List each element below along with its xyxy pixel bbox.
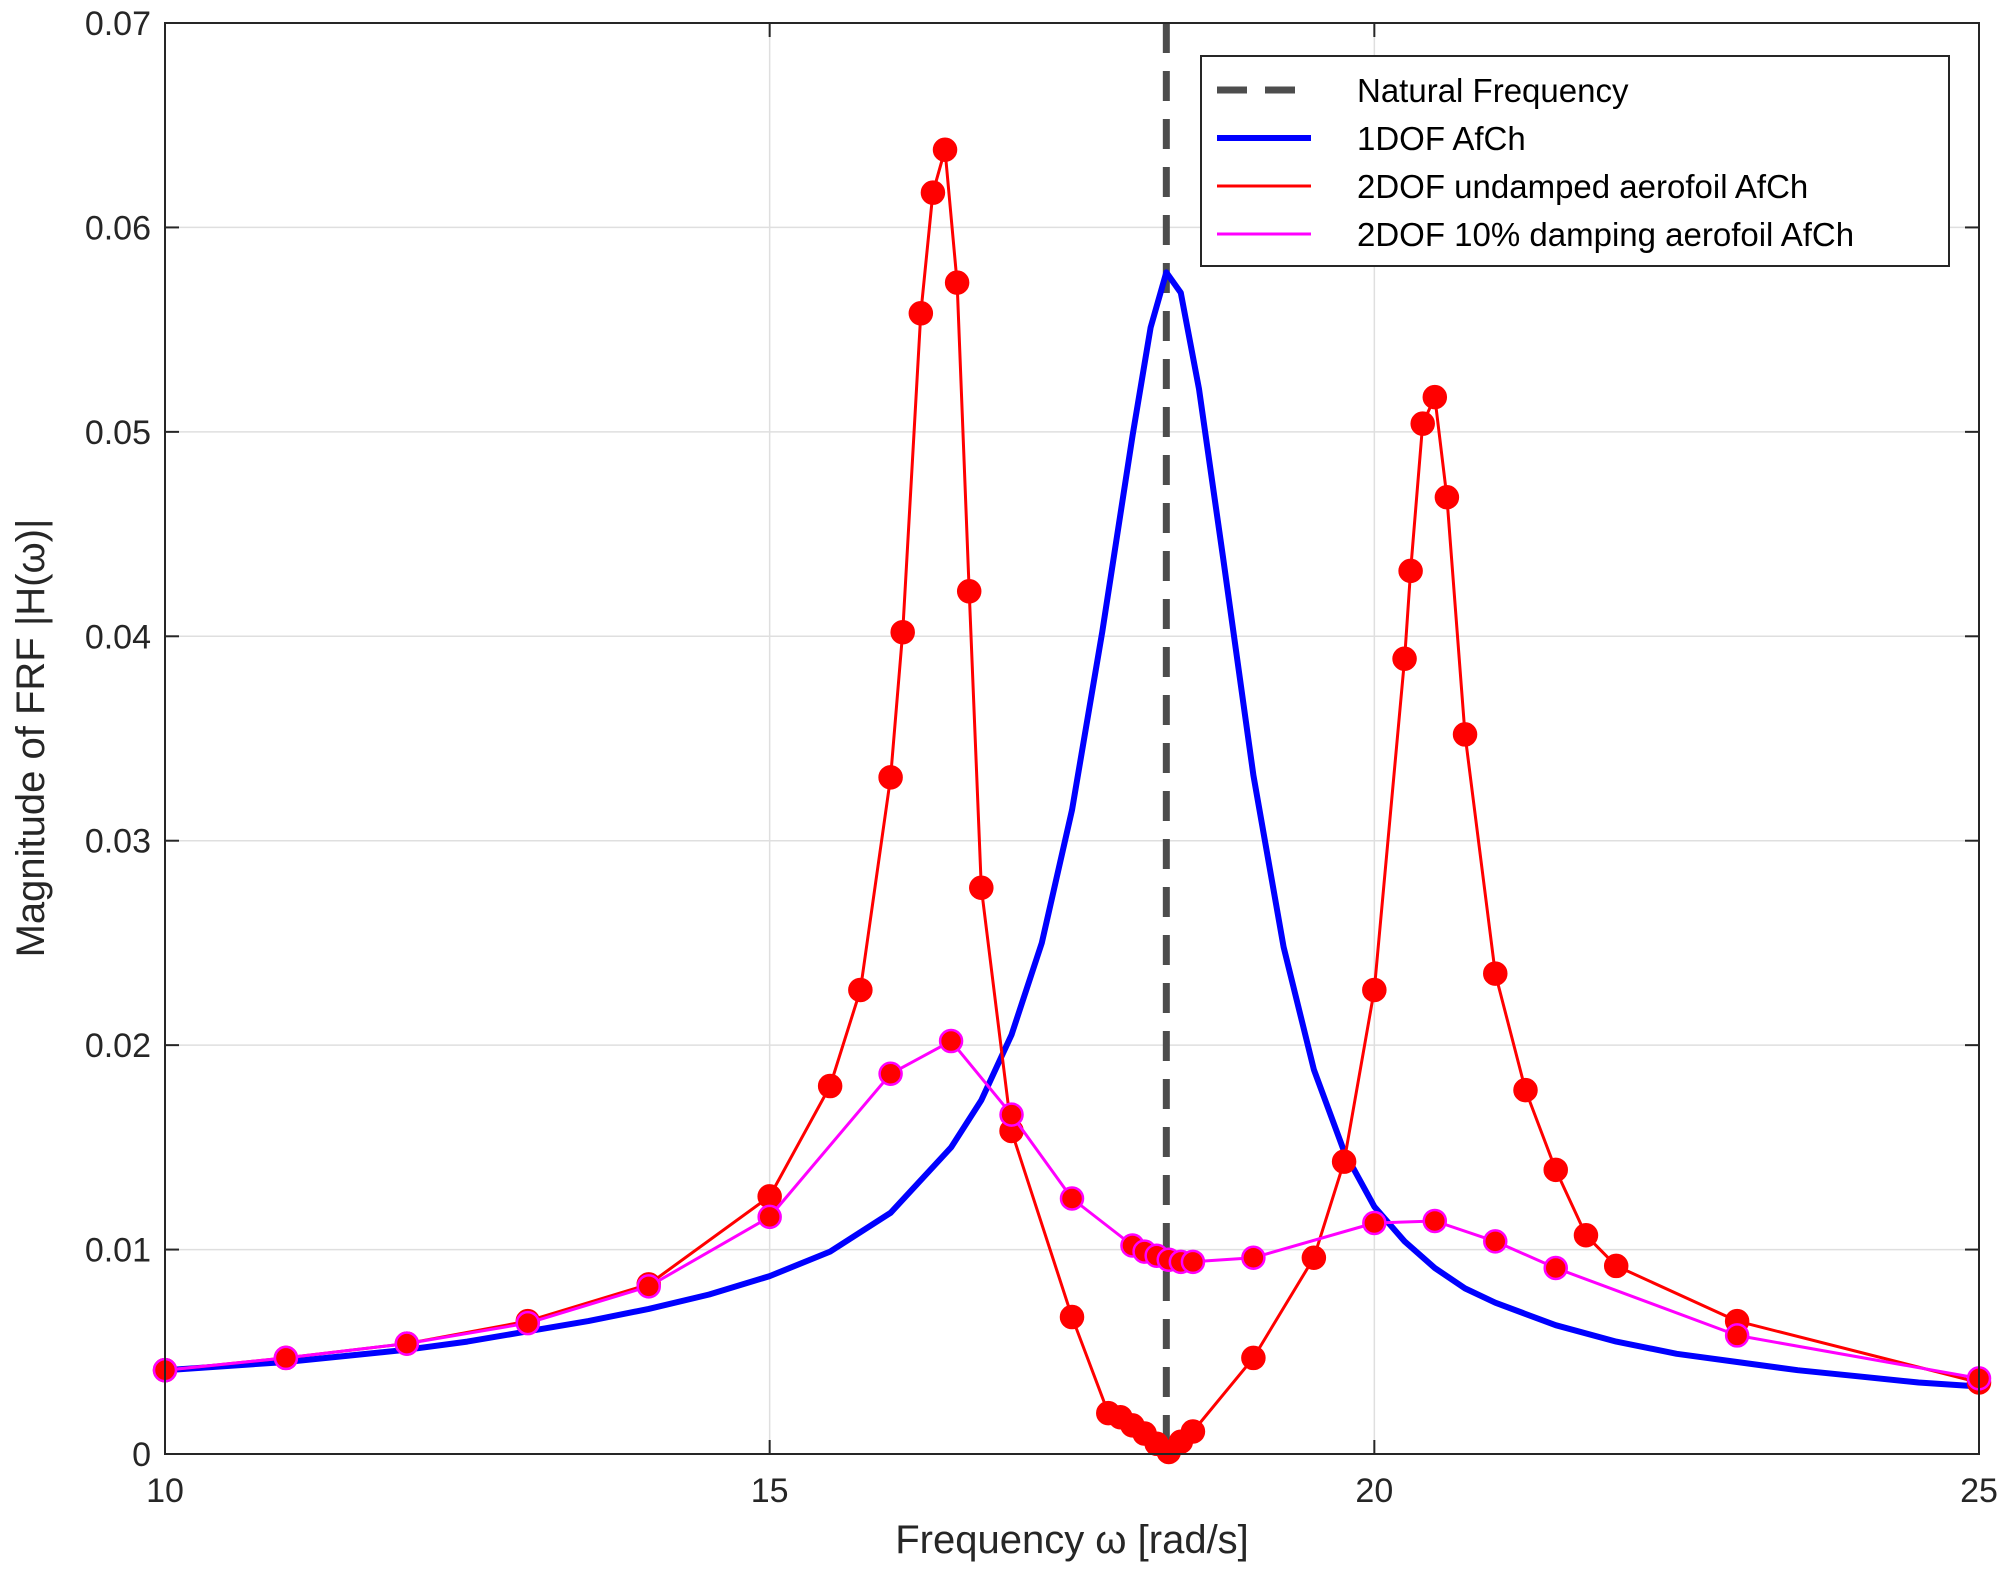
2dof-10-damping-aerofoil-afch-point (878, 1061, 903, 1087)
x-tick-label: 15 (751, 1472, 789, 1510)
x-tick-label: 10 (146, 1472, 184, 1510)
2dof-undamped-aerofoil-afch-point (1543, 1157, 1568, 1183)
plot-frame (164, 22, 1980, 1455)
2dof-undamped-aerofoil-afch-point (890, 619, 915, 645)
2dof-10-damping-aerofoil-afch-point (1180, 1249, 1206, 1275)
2dof-10-damping-aerofoil-afch-point (515, 1310, 541, 1336)
y-axis-label: Magnitude of FRF |H(ω)| (9, 519, 53, 958)
2dof-10-damping-aerofoil-afch-point (938, 1028, 964, 1054)
2dof-10-damping-aerofoil-afch-point (636, 1274, 661, 1299)
2dof-undamped-aerofoil-afch-point (908, 301, 934, 326)
2dof-10-damping-aerofoil-afch-point (1362, 1210, 1387, 1236)
2dof-undamped-aerofoil-afch-point (1362, 977, 1387, 1003)
2dof-undamped-aerofoil-afch-point (817, 1073, 843, 1099)
y-tick-label: 0.01 (85, 1232, 151, 1270)
2dof-undamped-aerofoil-afch-point (956, 579, 982, 604)
2dof-undamped-aerofoil-afch-point (932, 137, 958, 162)
2dof-undamped-aerofoil-afch-point (1180, 1419, 1206, 1444)
2dof-10-damping-aerofoil-afch-point (394, 1331, 420, 1356)
2dof-10-damping-aerofoil-afch-point (1059, 1186, 1085, 1211)
legend-label-natural-frequency: Natural Frequency (1357, 72, 1629, 109)
2dof-undamped-aerofoil-afch-point (1331, 1149, 1357, 1174)
2dof-undamped-aerofoil-afch-point (944, 270, 970, 295)
2dof-10-damping-aerofoil-afch-point (757, 1204, 782, 1230)
2dof-undamped-aerofoil-afch-point (1513, 1077, 1538, 1103)
legend-label-1dof-afch: 1DOF AfCh (1357, 120, 1526, 157)
x-tick-label: 20 (1355, 1472, 1393, 1510)
2dof-undamped-aerofoil-afch-point (878, 765, 903, 790)
legend-label-2dof-undamped-aerofoil-afch: 2DOF undamped aerofoil AfCh (1357, 168, 1808, 205)
2dof-undamped-aerofoil-afch-point (1603, 1253, 1629, 1279)
axes: 10 15 20 25 0 0.01 0.02 0.03 0.04 0.05 0.06 0.07 (85, 5, 1998, 1510)
2dof-undamped-aerofoil-afch-point (1398, 558, 1423, 584)
2dof-undamped-aerofoil-afch-point (1422, 384, 1448, 410)
1dof-afch-line (164, 269, 1980, 1390)
2dof-undamped-aerofoil-afch-point (920, 180, 946, 205)
2dof-undamped-aerofoil-afch-point (848, 977, 873, 1003)
2dof-undamped-aerofoil-afch-point (969, 875, 994, 900)
y-tick-label: 0.04 (85, 618, 151, 656)
y-tick-label: 0.07 (85, 5, 151, 43)
2dof-undamped-aerofoil-afch-point (1392, 646, 1417, 672)
2dof-10-damping-aerofoil-afch-point (273, 1345, 299, 1371)
2dof-10-damping-aerofoil-afch-point (1422, 1208, 1448, 1234)
y-tick-label: 0.06 (85, 209, 151, 247)
x-axis-label: Frequency ω [rad/s] (895, 1518, 1249, 1562)
2dof-10-damping-aerofoil-afch-point (1241, 1245, 1266, 1270)
2dof-10-damping-aerofoil-afch-point (1483, 1229, 1508, 1254)
y-tick-label: 0.02 (85, 1027, 151, 1065)
2dof-undamped-aerofoil-afch-point (1573, 1223, 1599, 1248)
2dof-10-damping-aerofoil-afch-point (1543, 1255, 1568, 1281)
2dof-undamped-aerofoil-afch-point (1241, 1345, 1266, 1371)
2dof-undamped-aerofoil-afch-point (1483, 961, 1508, 986)
y-tick-label: 0.03 (85, 823, 151, 861)
2dof-10-damping-aerofoil-afch-point (1724, 1323, 1750, 1348)
2dof-undamped-aerofoil-afch-point (1059, 1304, 1085, 1330)
2dof-undamped-aerofoil-afch-point (757, 1184, 782, 1209)
2dof-10-damping-aerofoil-afch-point (999, 1102, 1024, 1127)
y-tick-label: 0.05 (85, 414, 151, 452)
legend: Natural Frequency 1DOF AfCh 2DOF undamped … (1200, 55, 1950, 267)
legend-label-2dof-10-damping-aerofoil-afch: 2DOF 10% damping aerofoil AfCh (1357, 216, 1854, 253)
2dof-undamped-aerofoil-afch-point (1434, 485, 1460, 510)
2dof-undamped-aerofoil-afch-point (1410, 411, 1435, 436)
legend-box (1200, 55, 1950, 267)
2dof-undamped-aerofoil-afch-point (1452, 722, 1478, 747)
2dof-undamped-aerofoil-afch-point (1301, 1245, 1327, 1270)
x-tick-label: 25 (1960, 1472, 1998, 1510)
y-tick-label: 0 (132, 1436, 151, 1474)
